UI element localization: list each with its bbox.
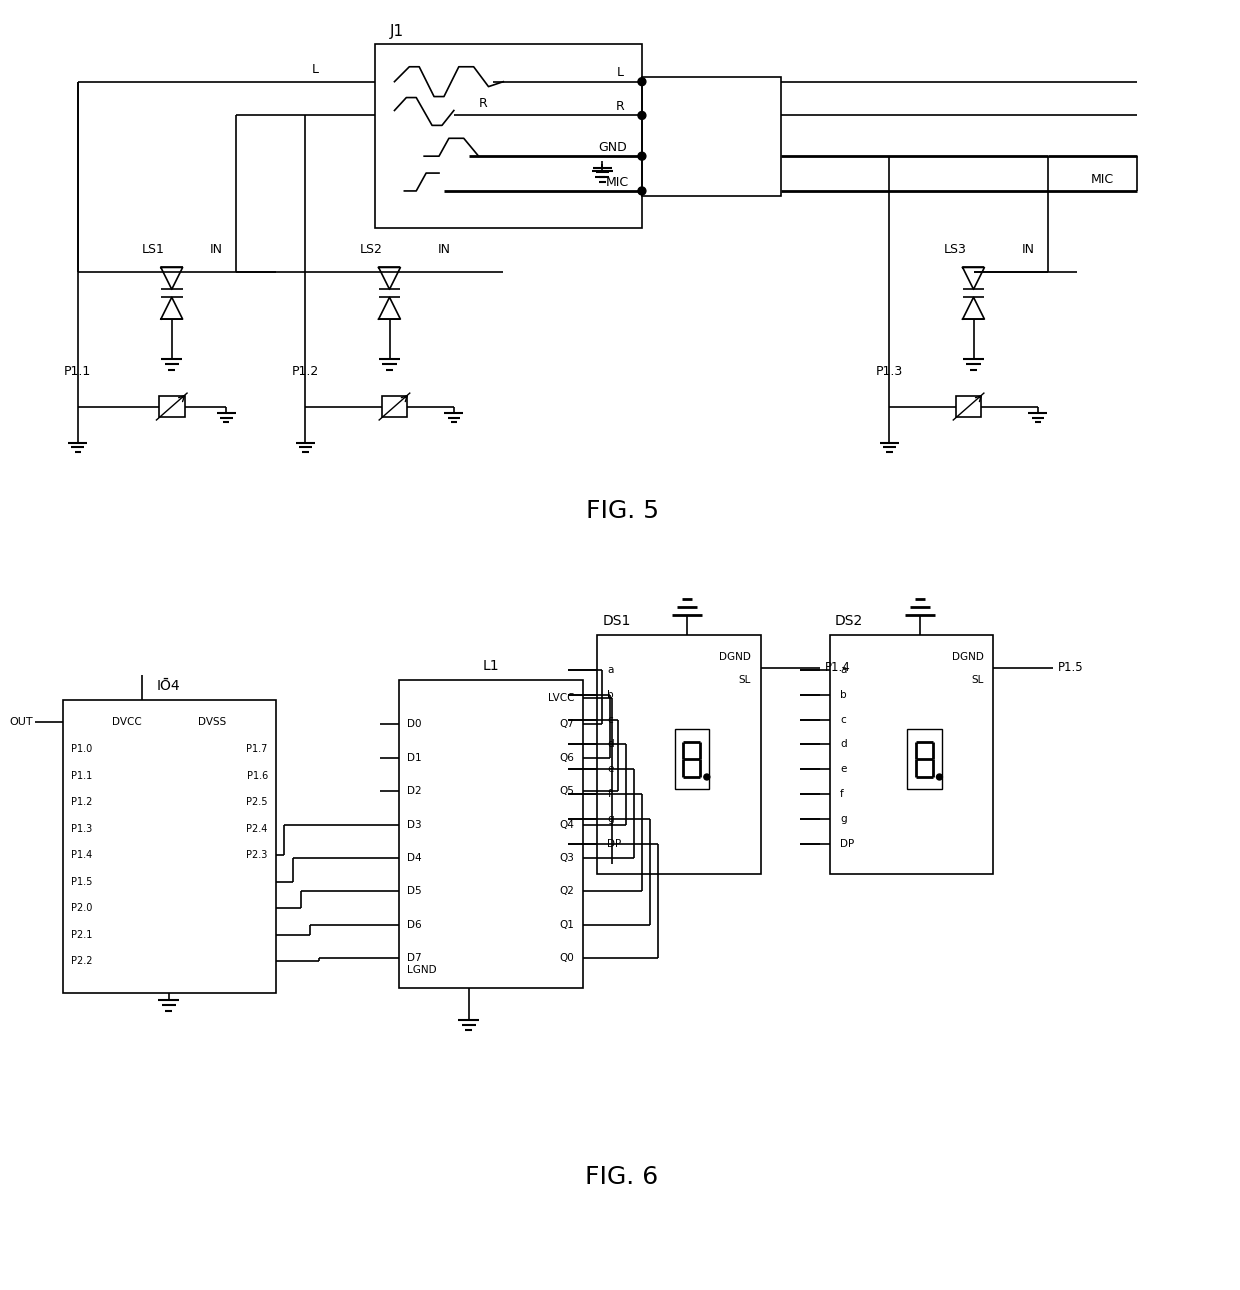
Text: f: f — [839, 789, 843, 799]
Text: P1.2: P1.2 — [291, 365, 319, 378]
Text: P2.2: P2.2 — [71, 956, 92, 966]
Text: Q3: Q3 — [559, 853, 574, 863]
Bar — [374, 44, 642, 228]
Text: P2.5: P2.5 — [247, 797, 268, 808]
Bar — [830, 635, 993, 873]
Text: c: c — [839, 715, 846, 725]
Text: J1: J1 — [389, 25, 404, 40]
Circle shape — [637, 152, 646, 160]
Text: L: L — [616, 66, 624, 79]
Text: D2: D2 — [407, 786, 422, 796]
Text: b: b — [608, 690, 614, 699]
Text: P1.1: P1.1 — [71, 771, 92, 780]
Text: DVCC: DVCC — [113, 716, 143, 726]
Bar — [399, 680, 583, 988]
Text: LGND: LGND — [407, 965, 436, 975]
Text: P2.1: P2.1 — [71, 930, 92, 940]
Text: R: R — [616, 101, 625, 114]
Text: D4: D4 — [407, 853, 422, 863]
Text: P1.5: P1.5 — [1058, 662, 1084, 675]
Text: GND: GND — [598, 141, 626, 154]
Text: DGND: DGND — [719, 651, 750, 662]
Text: P2.3: P2.3 — [247, 850, 268, 860]
Text: FIG. 6: FIG. 6 — [585, 1165, 658, 1188]
Text: SL: SL — [971, 675, 983, 685]
Text: LS2: LS2 — [360, 243, 383, 257]
Text: DS2: DS2 — [835, 614, 863, 628]
Text: e: e — [839, 764, 846, 774]
Text: e: e — [608, 764, 614, 774]
Text: P1.6: P1.6 — [247, 771, 268, 780]
Text: d: d — [839, 739, 847, 749]
Text: P1.7: P1.7 — [247, 744, 268, 755]
Text: Q7: Q7 — [559, 720, 574, 729]
Text: L: L — [311, 63, 319, 76]
Text: -: - — [162, 668, 167, 686]
Bar — [908, 729, 942, 789]
Text: FIG. 5: FIG. 5 — [585, 499, 658, 522]
Text: P2.4: P2.4 — [247, 824, 268, 833]
Text: SL: SL — [739, 675, 750, 685]
Text: Q1: Q1 — [559, 920, 574, 930]
Text: D1: D1 — [407, 753, 422, 762]
Text: DP: DP — [839, 838, 854, 849]
Text: DP: DP — [608, 838, 621, 849]
Text: DVSS: DVSS — [198, 716, 226, 726]
Text: LS3: LS3 — [944, 243, 967, 257]
Text: Q0: Q0 — [560, 953, 574, 962]
Circle shape — [637, 77, 646, 85]
Text: MIC: MIC — [1091, 173, 1114, 186]
Text: P1.5: P1.5 — [71, 877, 92, 886]
Bar — [675, 729, 709, 789]
Circle shape — [704, 774, 709, 780]
Text: P1.1: P1.1 — [64, 365, 92, 378]
Text: IN: IN — [1022, 243, 1034, 257]
Circle shape — [936, 774, 942, 780]
Text: f: f — [608, 789, 611, 799]
Bar — [382, 396, 407, 418]
Text: MIC: MIC — [605, 175, 629, 188]
Text: D6: D6 — [407, 920, 422, 930]
Text: P1.2: P1.2 — [71, 797, 92, 808]
Text: L1: L1 — [482, 659, 498, 673]
Text: g: g — [608, 814, 614, 824]
Text: LS1: LS1 — [143, 243, 165, 257]
Text: b: b — [839, 690, 847, 699]
Text: R: R — [479, 97, 487, 110]
Bar — [159, 396, 185, 418]
Text: Q2: Q2 — [559, 886, 574, 897]
Bar — [956, 396, 981, 418]
Text: Q5: Q5 — [559, 786, 574, 796]
Text: D5: D5 — [407, 886, 422, 897]
Text: c: c — [608, 715, 613, 725]
Text: OUT: OUT — [10, 716, 33, 726]
Text: Q6: Q6 — [559, 753, 574, 762]
Bar — [642, 76, 780, 196]
Bar — [598, 635, 760, 873]
Text: a: a — [608, 664, 614, 675]
Text: d: d — [608, 739, 614, 749]
Text: g: g — [839, 814, 847, 824]
Text: Q4: Q4 — [559, 819, 574, 829]
Text: IN: IN — [438, 243, 450, 257]
Text: D7: D7 — [407, 953, 422, 962]
Text: P1.3: P1.3 — [71, 824, 92, 833]
Text: DGND: DGND — [951, 651, 983, 662]
Text: a: a — [839, 664, 846, 675]
Text: LVCC: LVCC — [548, 693, 574, 703]
Bar — [63, 699, 275, 993]
Text: P2.0: P2.0 — [71, 903, 92, 913]
Text: D0: D0 — [407, 720, 422, 729]
Text: P1.3: P1.3 — [875, 365, 903, 378]
Circle shape — [637, 187, 646, 195]
Text: P1.4: P1.4 — [71, 850, 92, 860]
Text: P1.4: P1.4 — [825, 662, 851, 675]
Text: IO4: IO4 — [157, 679, 181, 693]
Text: P1.0: P1.0 — [71, 744, 92, 755]
Text: DS1: DS1 — [603, 614, 631, 628]
Text: D3: D3 — [407, 819, 422, 829]
Text: IN: IN — [210, 243, 223, 257]
Circle shape — [637, 111, 646, 120]
